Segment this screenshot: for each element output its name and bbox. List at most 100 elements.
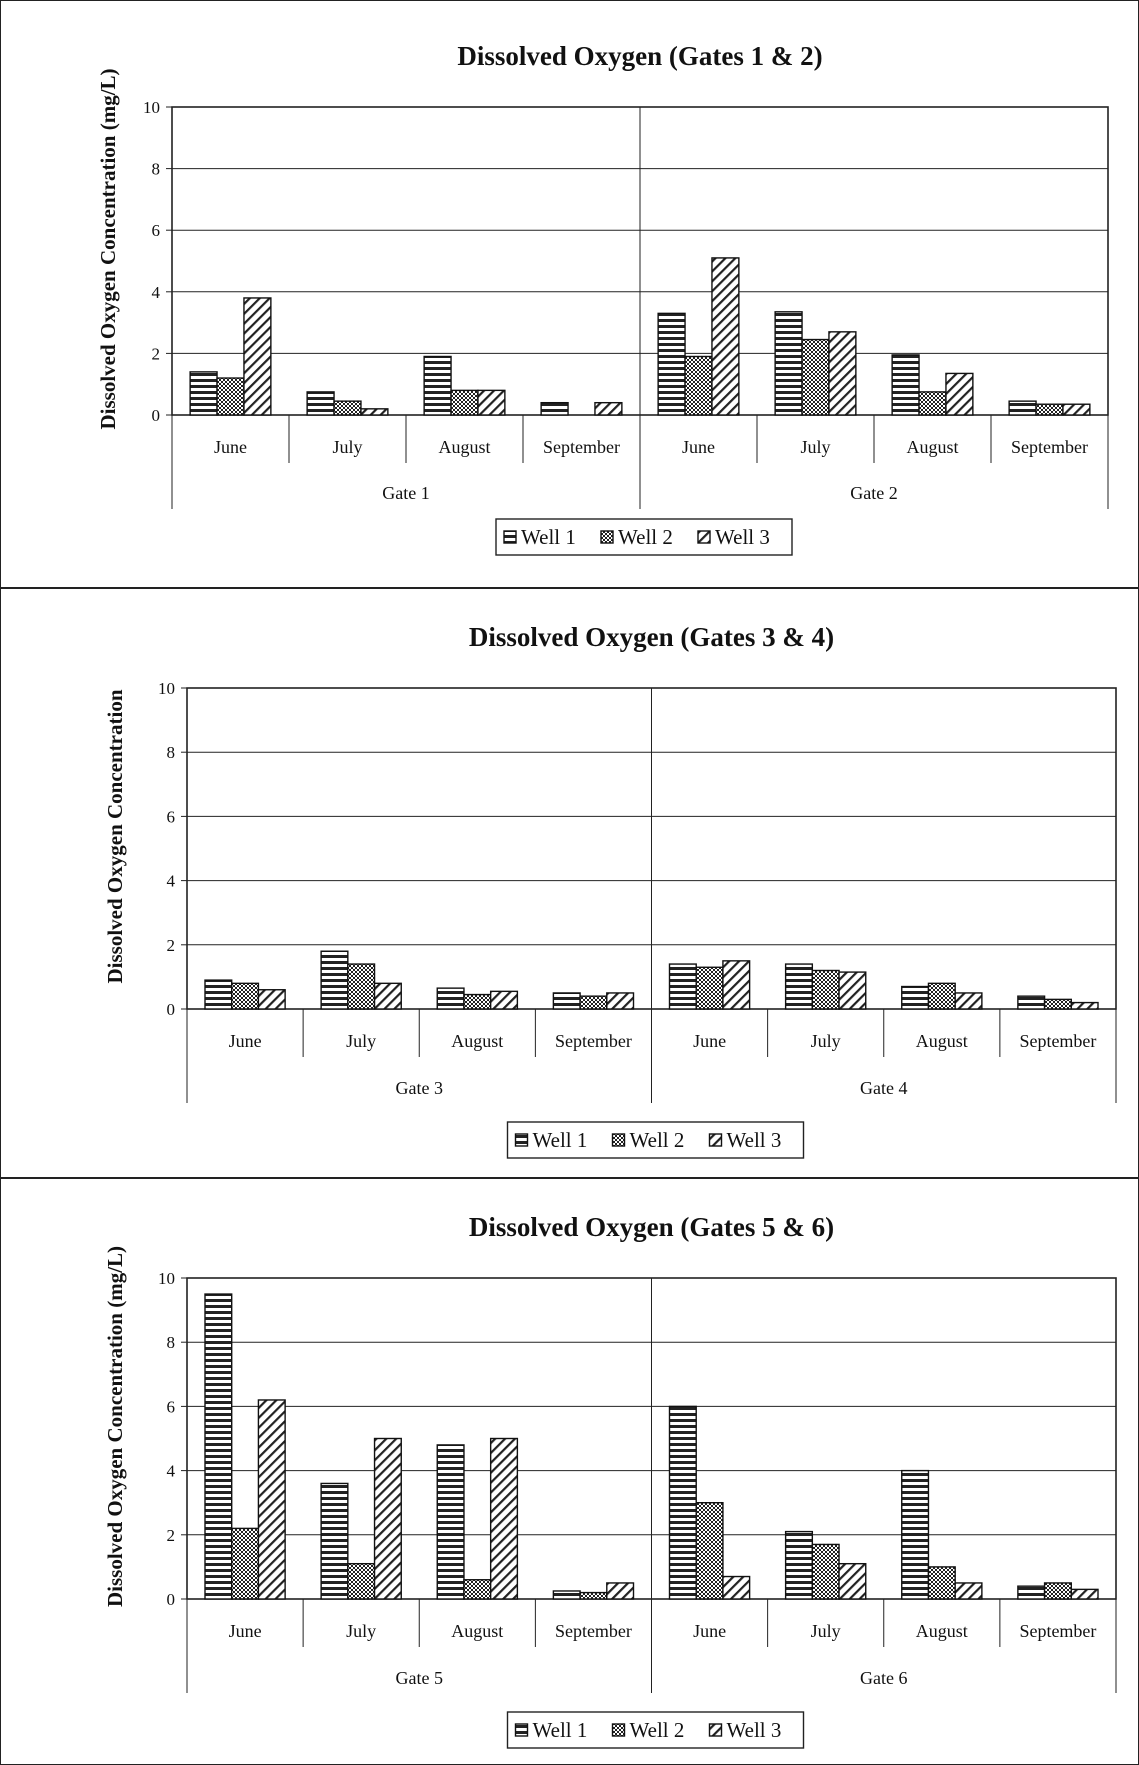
y-tick-label: 10 xyxy=(158,679,175,698)
bar-well-1-september xyxy=(552,1590,581,1600)
legend: Well 1 Well 2 Well 3 xyxy=(506,1121,805,1159)
y-tick-label: 8 xyxy=(152,160,161,179)
bar-well-2-august xyxy=(463,1579,492,1600)
legend-label-well-2: Well 2 xyxy=(618,525,673,549)
bar-well-1-july xyxy=(320,1482,349,1600)
bar-well-3-june xyxy=(722,960,751,1010)
chart-svg: Dissolved Oxygen (Gates 5 & 6) Dissolved … xyxy=(103,1212,1117,1749)
x-tick-label: September xyxy=(1019,1621,1096,1641)
bar-well-3-september xyxy=(606,992,635,1010)
legend-label-well-2: Well 2 xyxy=(630,1718,685,1742)
bar-well-2-september xyxy=(1043,1582,1072,1600)
bar-well-3-august xyxy=(954,1582,983,1600)
bar-well-3-june xyxy=(711,257,740,416)
legend-swatch-well-2 xyxy=(611,1133,626,1147)
bar-well-1-july xyxy=(306,391,335,416)
y-tick-label: 0 xyxy=(167,1590,176,1609)
bar-well-3-june xyxy=(257,989,286,1010)
bar-well-1-september xyxy=(1017,1585,1046,1600)
x-tick-label: September xyxy=(543,437,620,457)
bar-well-2-july xyxy=(811,969,840,1010)
x-tick-label: July xyxy=(346,1621,376,1641)
bar-well-1-july xyxy=(774,311,803,416)
group-label: Gate 4 xyxy=(860,1078,907,1098)
chart-panel-gates-5-6: Dissolved Oxygen (Gates 5 & 6) Dissolved … xyxy=(0,1178,1139,1765)
bar-well-2-august xyxy=(463,993,492,1010)
legend-swatch-well-1 xyxy=(503,530,517,544)
bar-well-2-august xyxy=(927,982,956,1010)
chart-svg: Dissolved Oxygen (Gates 3 & 4) Dissolved … xyxy=(103,622,1117,1159)
bar-well-1-june xyxy=(668,963,697,1010)
x-tick-label: September xyxy=(555,1031,632,1051)
legend-swatch-well-3 xyxy=(708,1133,723,1147)
y-axis-label: Dissolved Oxygen Concentration xyxy=(103,689,127,983)
chart-panel-gates-1-2: Dissolved Oxygen (Gates 1 & 2) Dissolved … xyxy=(0,0,1139,588)
legend-label-well-3: Well 3 xyxy=(727,1128,782,1152)
bar-well-2-june xyxy=(231,1527,260,1600)
x-tick-label: July xyxy=(800,437,830,457)
y-tick-label: 8 xyxy=(167,743,176,762)
legend-swatch-well-3 xyxy=(708,1723,723,1737)
x-tick-label: June xyxy=(229,1031,262,1051)
bar-well-1-july xyxy=(784,963,814,1010)
bar-well-2-september xyxy=(579,1591,608,1600)
bar-well-2-july xyxy=(347,1562,376,1600)
bar-well-3-july xyxy=(828,331,857,416)
x-tick-label: July xyxy=(332,437,362,457)
y-tick-label: 2 xyxy=(152,344,161,363)
bar-well-2-june xyxy=(695,1502,724,1600)
legend-swatch-well-3 xyxy=(697,530,711,544)
bar-well-1-august xyxy=(891,354,920,416)
bar-well-3-june xyxy=(257,1399,286,1600)
x-tick-label: June xyxy=(693,1031,726,1051)
y-tick-label: 10 xyxy=(158,1269,175,1288)
bar-well-1-september xyxy=(540,401,569,416)
legend-label-well-1: Well 1 xyxy=(521,525,576,549)
bar-well-2-july xyxy=(801,338,830,416)
y-tick-label: 4 xyxy=(152,283,161,302)
group-label: Gate 2 xyxy=(850,483,897,503)
y-axis-label: Dissolved Oxygen Concentration (mg/L) xyxy=(96,68,120,429)
bar-well-3-june xyxy=(722,1575,751,1600)
x-tick-label: August xyxy=(438,437,490,457)
bar-well-1-august xyxy=(436,987,465,1010)
bar-well-2-august xyxy=(918,391,947,416)
bar-well-1-june xyxy=(204,979,233,1010)
legend: Well 1 Well 2 Well 3 xyxy=(506,1711,805,1749)
y-tick-label: 6 xyxy=(152,221,161,240)
group-label: Gate 5 xyxy=(396,1668,443,1688)
y-tick-label: 2 xyxy=(167,936,176,955)
bar-well-3-june xyxy=(243,297,272,416)
x-tick-label: August xyxy=(451,1031,503,1051)
bar-well-1-july xyxy=(320,950,349,1010)
y-axis-label: Dissolved Oxygen Concentration (mg/L) xyxy=(103,1246,127,1607)
x-tick-label: July xyxy=(811,1621,841,1641)
bar-well-3-september xyxy=(1070,1001,1099,1010)
chart-title: Dissolved Oxygen (Gates 1 & 2) xyxy=(457,41,822,71)
bar-well-3-september xyxy=(1070,1588,1099,1600)
bar-well-1-july xyxy=(784,1530,814,1600)
x-tick-label: August xyxy=(906,437,958,457)
legend-swatch-well-2 xyxy=(600,530,614,544)
bar-well-1-september xyxy=(1008,400,1037,416)
group-label: Gate 3 xyxy=(396,1078,443,1098)
bar-well-1-august xyxy=(901,1469,930,1600)
bar-well-3-july xyxy=(373,1437,402,1600)
x-tick-label: September xyxy=(555,1621,632,1641)
bar-well-3-july xyxy=(373,982,402,1010)
legend-swatch-well-2 xyxy=(611,1723,626,1737)
legend-swatch-well-1 xyxy=(514,1723,529,1737)
chart-svg: Dissolved Oxygen (Gates 1 & 2) Dissolved … xyxy=(96,41,1109,556)
y-tick-label: 10 xyxy=(143,98,160,117)
bar-well-3-august xyxy=(477,389,506,416)
legend-label-well-2: Well 2 xyxy=(630,1128,685,1152)
bar-well-3-august xyxy=(945,372,974,416)
x-tick-label: June xyxy=(693,1621,726,1641)
bar-well-1-august xyxy=(436,1444,465,1600)
x-tick-label: July xyxy=(811,1031,841,1051)
group-label: Gate 6 xyxy=(860,1668,907,1688)
chart-title: Dissolved Oxygen (Gates 5 & 6) xyxy=(469,1212,834,1242)
bar-well-1-september xyxy=(1017,995,1046,1010)
bar-well-3-august xyxy=(489,1437,519,1600)
x-tick-label: August xyxy=(916,1621,968,1641)
